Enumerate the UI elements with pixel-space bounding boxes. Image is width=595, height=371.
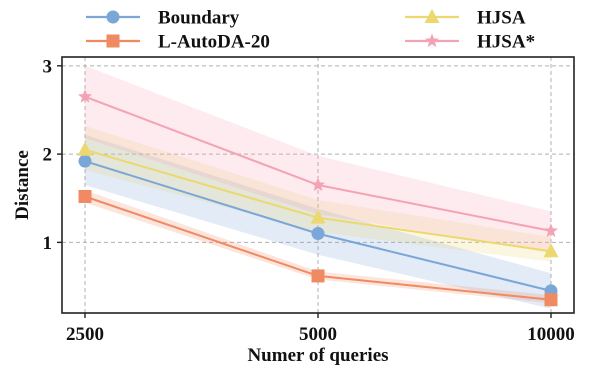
band-hjsa xyxy=(85,125,551,262)
band-l-autoda-20 xyxy=(85,190,551,304)
legend-label-boundary: Boundary xyxy=(158,8,240,29)
legend-marker-hjsa xyxy=(424,9,440,23)
point-hjsa xyxy=(543,243,559,258)
y-tick-label: 1 xyxy=(43,233,53,254)
band-hjsa xyxy=(85,65,551,253)
point-l-autoda-20 xyxy=(311,269,325,283)
legend-label-hjsa: HJSA xyxy=(477,8,526,29)
point-hjsa xyxy=(310,209,326,224)
legend-label-hjsa: HJSA* xyxy=(477,32,535,53)
y-tick-label: 3 xyxy=(43,56,53,77)
point-hjsa xyxy=(310,177,326,192)
point-hjsa xyxy=(77,89,93,103)
y-axis-label: Distance xyxy=(12,150,33,220)
point-boundary xyxy=(311,227,325,241)
point-hjsa xyxy=(543,223,559,237)
x-tick-label: 5000 xyxy=(299,324,337,345)
point-boundary xyxy=(78,154,92,168)
x-tick-label: 2500 xyxy=(66,324,104,345)
point-l-autoda-20 xyxy=(78,189,92,203)
legend-marker-hjsa xyxy=(424,33,440,48)
legend-marker-boundary xyxy=(106,10,120,24)
point-l-autoda-20 xyxy=(544,293,558,307)
x-tick-label: 10000 xyxy=(527,324,575,345)
point-hjsa xyxy=(77,141,93,156)
series-markers xyxy=(77,89,559,307)
y-tick-label: 2 xyxy=(43,145,53,166)
legend: Boundary L-AutoDA-20 HJSA HJSA* xyxy=(86,8,535,53)
legend-label-l-autoda-20: L-AutoDA-20 xyxy=(158,32,270,53)
x-ticks: 2500 5000 10000 xyxy=(66,313,575,345)
x-axis-label: Numer of queries xyxy=(247,345,388,366)
legend-marker-l-autoda-20 xyxy=(106,34,120,48)
y-ticks: 1 2 3 xyxy=(43,56,62,254)
